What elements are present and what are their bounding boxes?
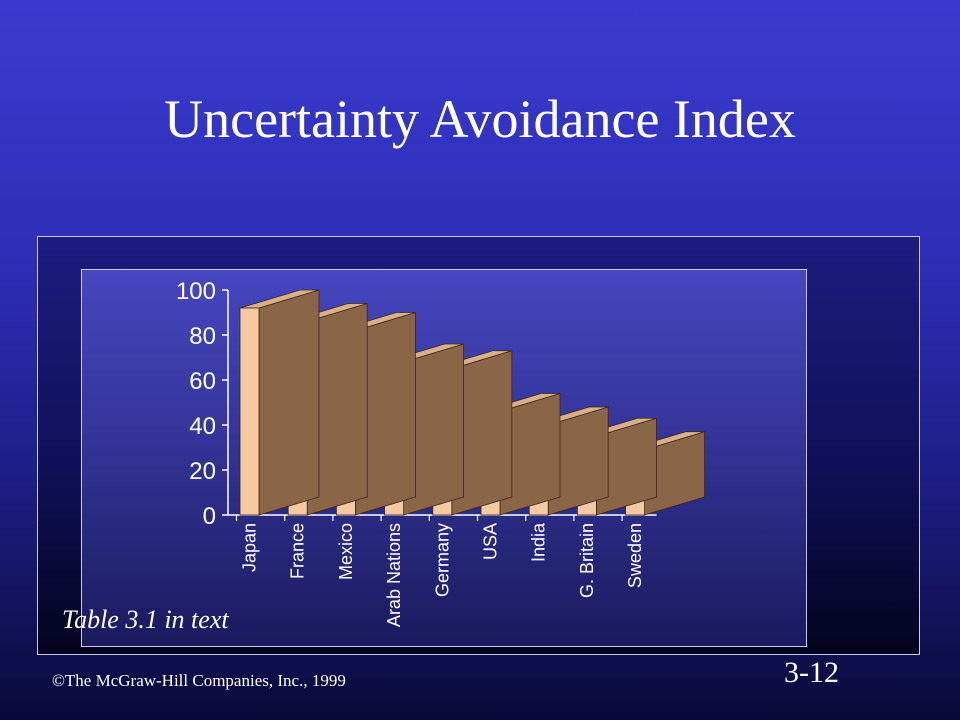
label-layer: 0 20 40 60 80 100 Japan France Mexico Arab Nation… <box>176 278 645 627</box>
x-category-label: Sweden <box>625 523 645 588</box>
bar-side-face <box>258 289 320 516</box>
x-category-label: G. Britain <box>577 523 597 598</box>
copyright-notice: ©The McGraw-Hill Companies, Inc., 1999 <box>52 671 346 690</box>
y-tick-label: 0 <box>203 503 216 530</box>
x-category-label: Germany <box>432 523 452 597</box>
y-tick-label: 40 <box>189 413 216 440</box>
bar-layer <box>239 289 705 516</box>
bar-japan <box>239 289 320 516</box>
slide-title: Uncertainty Avoidance Index <box>164 89 796 149</box>
x-category-label: Japan <box>240 523 260 572</box>
y-tick-label: 80 <box>189 323 216 350</box>
y-tick-label: 20 <box>189 458 216 485</box>
x-category-label: USA <box>481 523 501 560</box>
table-caption: Table 3.1 in text <box>62 605 229 634</box>
x-category-label: Mexico <box>336 523 356 580</box>
bar-front-face <box>239 307 260 516</box>
y-tick-label: 60 <box>189 368 216 395</box>
x-category-label: Arab Nations <box>384 523 404 627</box>
x-category-label: France <box>288 523 308 579</box>
slide-number: 3-12 <box>784 656 839 689</box>
y-tick-label: 100 <box>176 278 216 305</box>
x-category-label: India <box>529 522 549 562</box>
